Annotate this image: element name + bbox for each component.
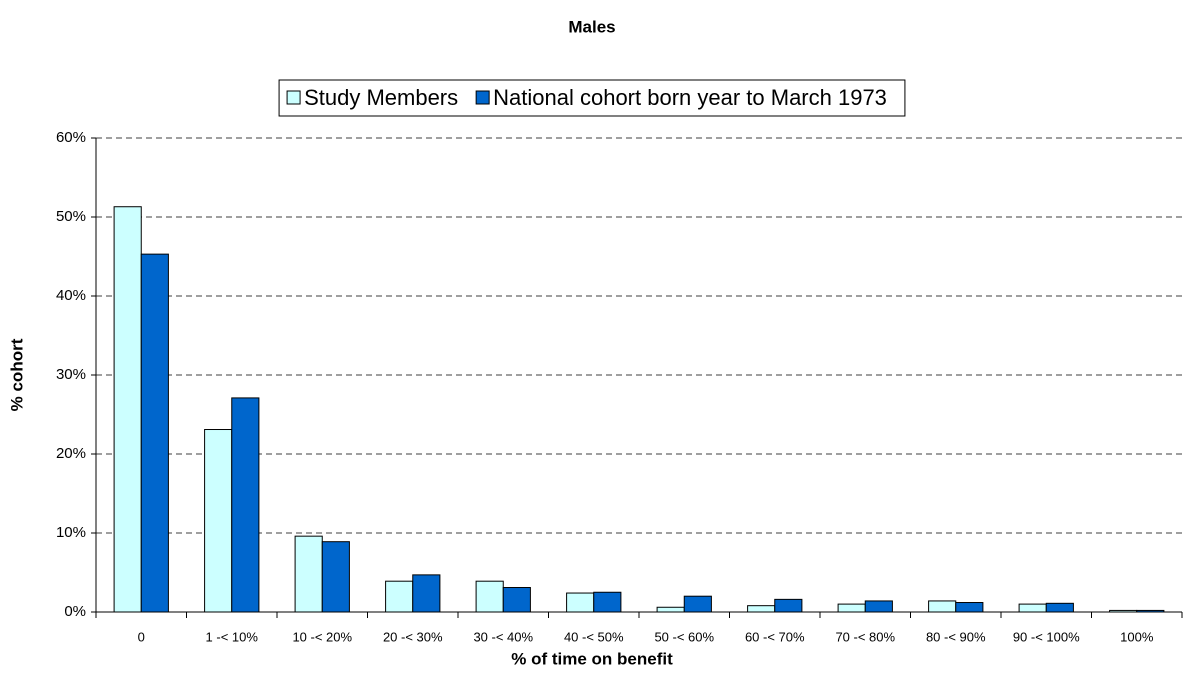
bar	[656, 606, 685, 613]
chart-title: Males	[568, 17, 615, 36]
legend-label: Study Members	[304, 85, 458, 110]
y-tick-label: 10%	[56, 524, 86, 541]
y-tick-label: 0%	[64, 603, 86, 620]
x-tick-label: 90 -< 100%	[1013, 629, 1080, 644]
bar	[774, 598, 803, 613]
x-tick-label: 100%	[1120, 629, 1154, 644]
bar	[566, 592, 595, 613]
legend: Study Members National cohort born year t…	[278, 79, 906, 117]
y-axis-label: % cohort	[7, 338, 26, 411]
bar	[1018, 603, 1047, 613]
bar	[475, 580, 504, 613]
bar	[955, 602, 984, 613]
x-tick-label: 80 -< 90%	[926, 629, 986, 644]
legend-swatch	[286, 90, 301, 105]
y-tick-label: 20%	[56, 445, 86, 462]
bar	[231, 397, 260, 613]
bar	[837, 603, 866, 613]
bar	[593, 591, 622, 613]
bar	[294, 535, 323, 613]
bar	[321, 541, 350, 613]
legend-swatch	[475, 90, 490, 105]
y-tick-label: 30%	[56, 366, 86, 383]
x-axis-label: % of time on benefit	[511, 649, 673, 668]
bar	[204, 429, 233, 613]
bar	[683, 595, 712, 613]
bar	[385, 580, 414, 613]
x-tick-label: 50 -< 60%	[654, 629, 714, 644]
bar	[412, 574, 441, 613]
x-tick-label: 40 -< 50%	[564, 629, 624, 644]
bar	[747, 605, 776, 613]
bar	[864, 600, 893, 613]
legend-box	[278, 79, 906, 117]
bar	[502, 587, 531, 613]
bar	[140, 253, 169, 613]
x-tick-label: 20 -< 30%	[383, 629, 443, 644]
bar	[113, 206, 142, 613]
x-tick-label: 30 -< 40%	[473, 629, 533, 644]
x-tick-label: 10 -< 20%	[292, 629, 352, 644]
bar	[1045, 602, 1074, 613]
x-tick-label: 60 -< 70%	[745, 629, 805, 644]
legend-label: National cohort born year to March 1973	[493, 85, 887, 110]
y-tick-label: 50%	[56, 208, 86, 225]
y-tick-label: 40%	[56, 287, 86, 304]
bar	[928, 600, 957, 613]
x-tick-label: 0	[138, 629, 145, 644]
y-tick-label: 60%	[56, 129, 86, 146]
x-tick-label: 1 -< 10%	[206, 629, 259, 644]
x-tick-label: 70 -< 80%	[835, 629, 895, 644]
